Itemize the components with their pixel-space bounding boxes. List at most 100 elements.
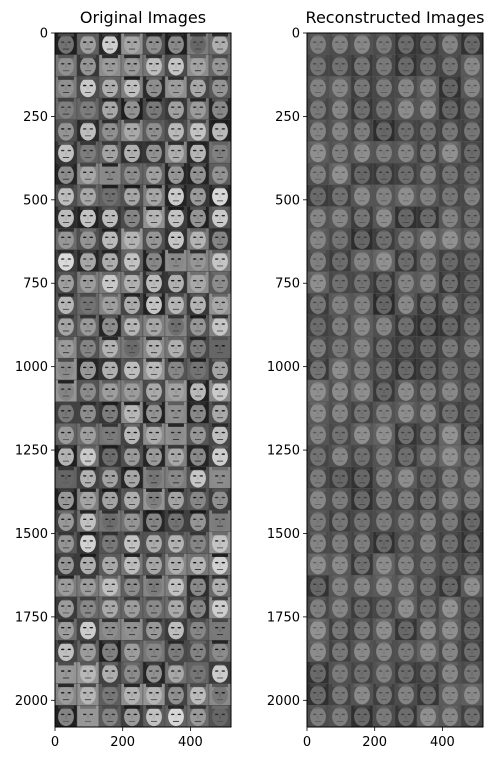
x-tick-label: 200 (110, 735, 135, 750)
face-tile (394, 531, 418, 554)
face-tile (438, 423, 462, 446)
face-tile (350, 97, 374, 120)
face-tile (186, 54, 210, 77)
face-tile (438, 444, 462, 467)
face-tile (372, 227, 396, 251)
face-tile (76, 119, 100, 142)
face-tile (416, 444, 440, 467)
face-tile (460, 531, 483, 554)
face-tile (164, 97, 188, 120)
face-tile (394, 206, 418, 229)
face-tile (438, 336, 462, 359)
face-tile (460, 119, 483, 142)
face-tile (186, 401, 210, 424)
face-tile (208, 509, 231, 533)
y-tick-label: 1000 (267, 360, 300, 375)
face-tile (372, 314, 396, 337)
face-tile (460, 379, 483, 402)
face-tile (208, 76, 231, 99)
face-tile (120, 76, 144, 99)
face-tile (350, 705, 374, 727)
face-tile (372, 661, 396, 684)
face-tile (186, 227, 210, 251)
face-tile (416, 54, 440, 77)
face-tile (328, 358, 352, 381)
face-tile (372, 54, 396, 77)
face-tile (142, 271, 166, 294)
face-tile (55, 444, 78, 467)
face-tile (164, 705, 188, 727)
face-tile (98, 184, 122, 207)
face-tile (120, 444, 144, 467)
face-tile (98, 271, 122, 294)
face-tile (438, 705, 462, 727)
face-tile (438, 618, 462, 641)
y-tick-label: 750 (275, 277, 300, 292)
face-tile (98, 314, 122, 337)
face-tile (98, 705, 122, 727)
face-tile (164, 574, 188, 598)
face-tile (307, 293, 330, 316)
face-tile (394, 336, 418, 359)
face-tile (372, 531, 396, 554)
face-tile (208, 531, 231, 554)
face-tile (394, 119, 418, 142)
face-tile (164, 141, 188, 164)
face-tile (164, 423, 188, 446)
face-tile (98, 618, 122, 641)
face-tile (460, 141, 483, 164)
face-tile (372, 596, 396, 619)
face-tile (208, 488, 231, 511)
face-tile (307, 54, 330, 77)
face-tile (208, 119, 231, 142)
face-tile (328, 596, 352, 619)
face-tile (55, 206, 78, 229)
face-tile (438, 661, 462, 684)
face-tile (460, 466, 483, 489)
face-tile (55, 531, 78, 554)
face-tile (142, 661, 166, 684)
face-tile (416, 33, 440, 55)
face-tile (142, 249, 166, 272)
face-tile (164, 249, 188, 272)
face-tile (416, 293, 440, 316)
face-tile (98, 509, 122, 533)
face-tile (208, 705, 231, 727)
face-tile (208, 162, 231, 186)
face-tile (438, 119, 462, 142)
face-tile (438, 141, 462, 164)
face-tile (372, 358, 396, 381)
face-tile (394, 358, 418, 381)
face-tile (416, 683, 440, 706)
face-tile (328, 531, 352, 554)
face-tile (416, 661, 440, 684)
face-tile (328, 293, 352, 316)
face-tile (328, 553, 352, 576)
face-tile (55, 618, 78, 641)
face-tile (142, 466, 166, 489)
face-tile (460, 206, 483, 229)
face-tile (208, 661, 231, 684)
face-tile (372, 466, 396, 489)
face-tile (76, 444, 100, 467)
face-tile (350, 683, 374, 706)
face-tile (120, 314, 144, 337)
face-tile (350, 206, 374, 229)
face-tile (372, 683, 396, 706)
face-tile (76, 574, 100, 598)
face-tile (372, 574, 396, 598)
face-tile (55, 423, 78, 446)
face-tile (208, 466, 231, 489)
face-tile (55, 358, 78, 381)
face-tile (416, 336, 440, 359)
face-tile (142, 509, 166, 533)
face-tile (307, 705, 330, 727)
face-tile (164, 54, 188, 77)
face-tile (142, 618, 166, 641)
face-tile (394, 574, 418, 598)
face-tile (328, 76, 352, 99)
face-tile (328, 227, 352, 251)
face-tile (438, 640, 462, 663)
face-tile (98, 162, 122, 186)
face-tile (307, 618, 330, 641)
